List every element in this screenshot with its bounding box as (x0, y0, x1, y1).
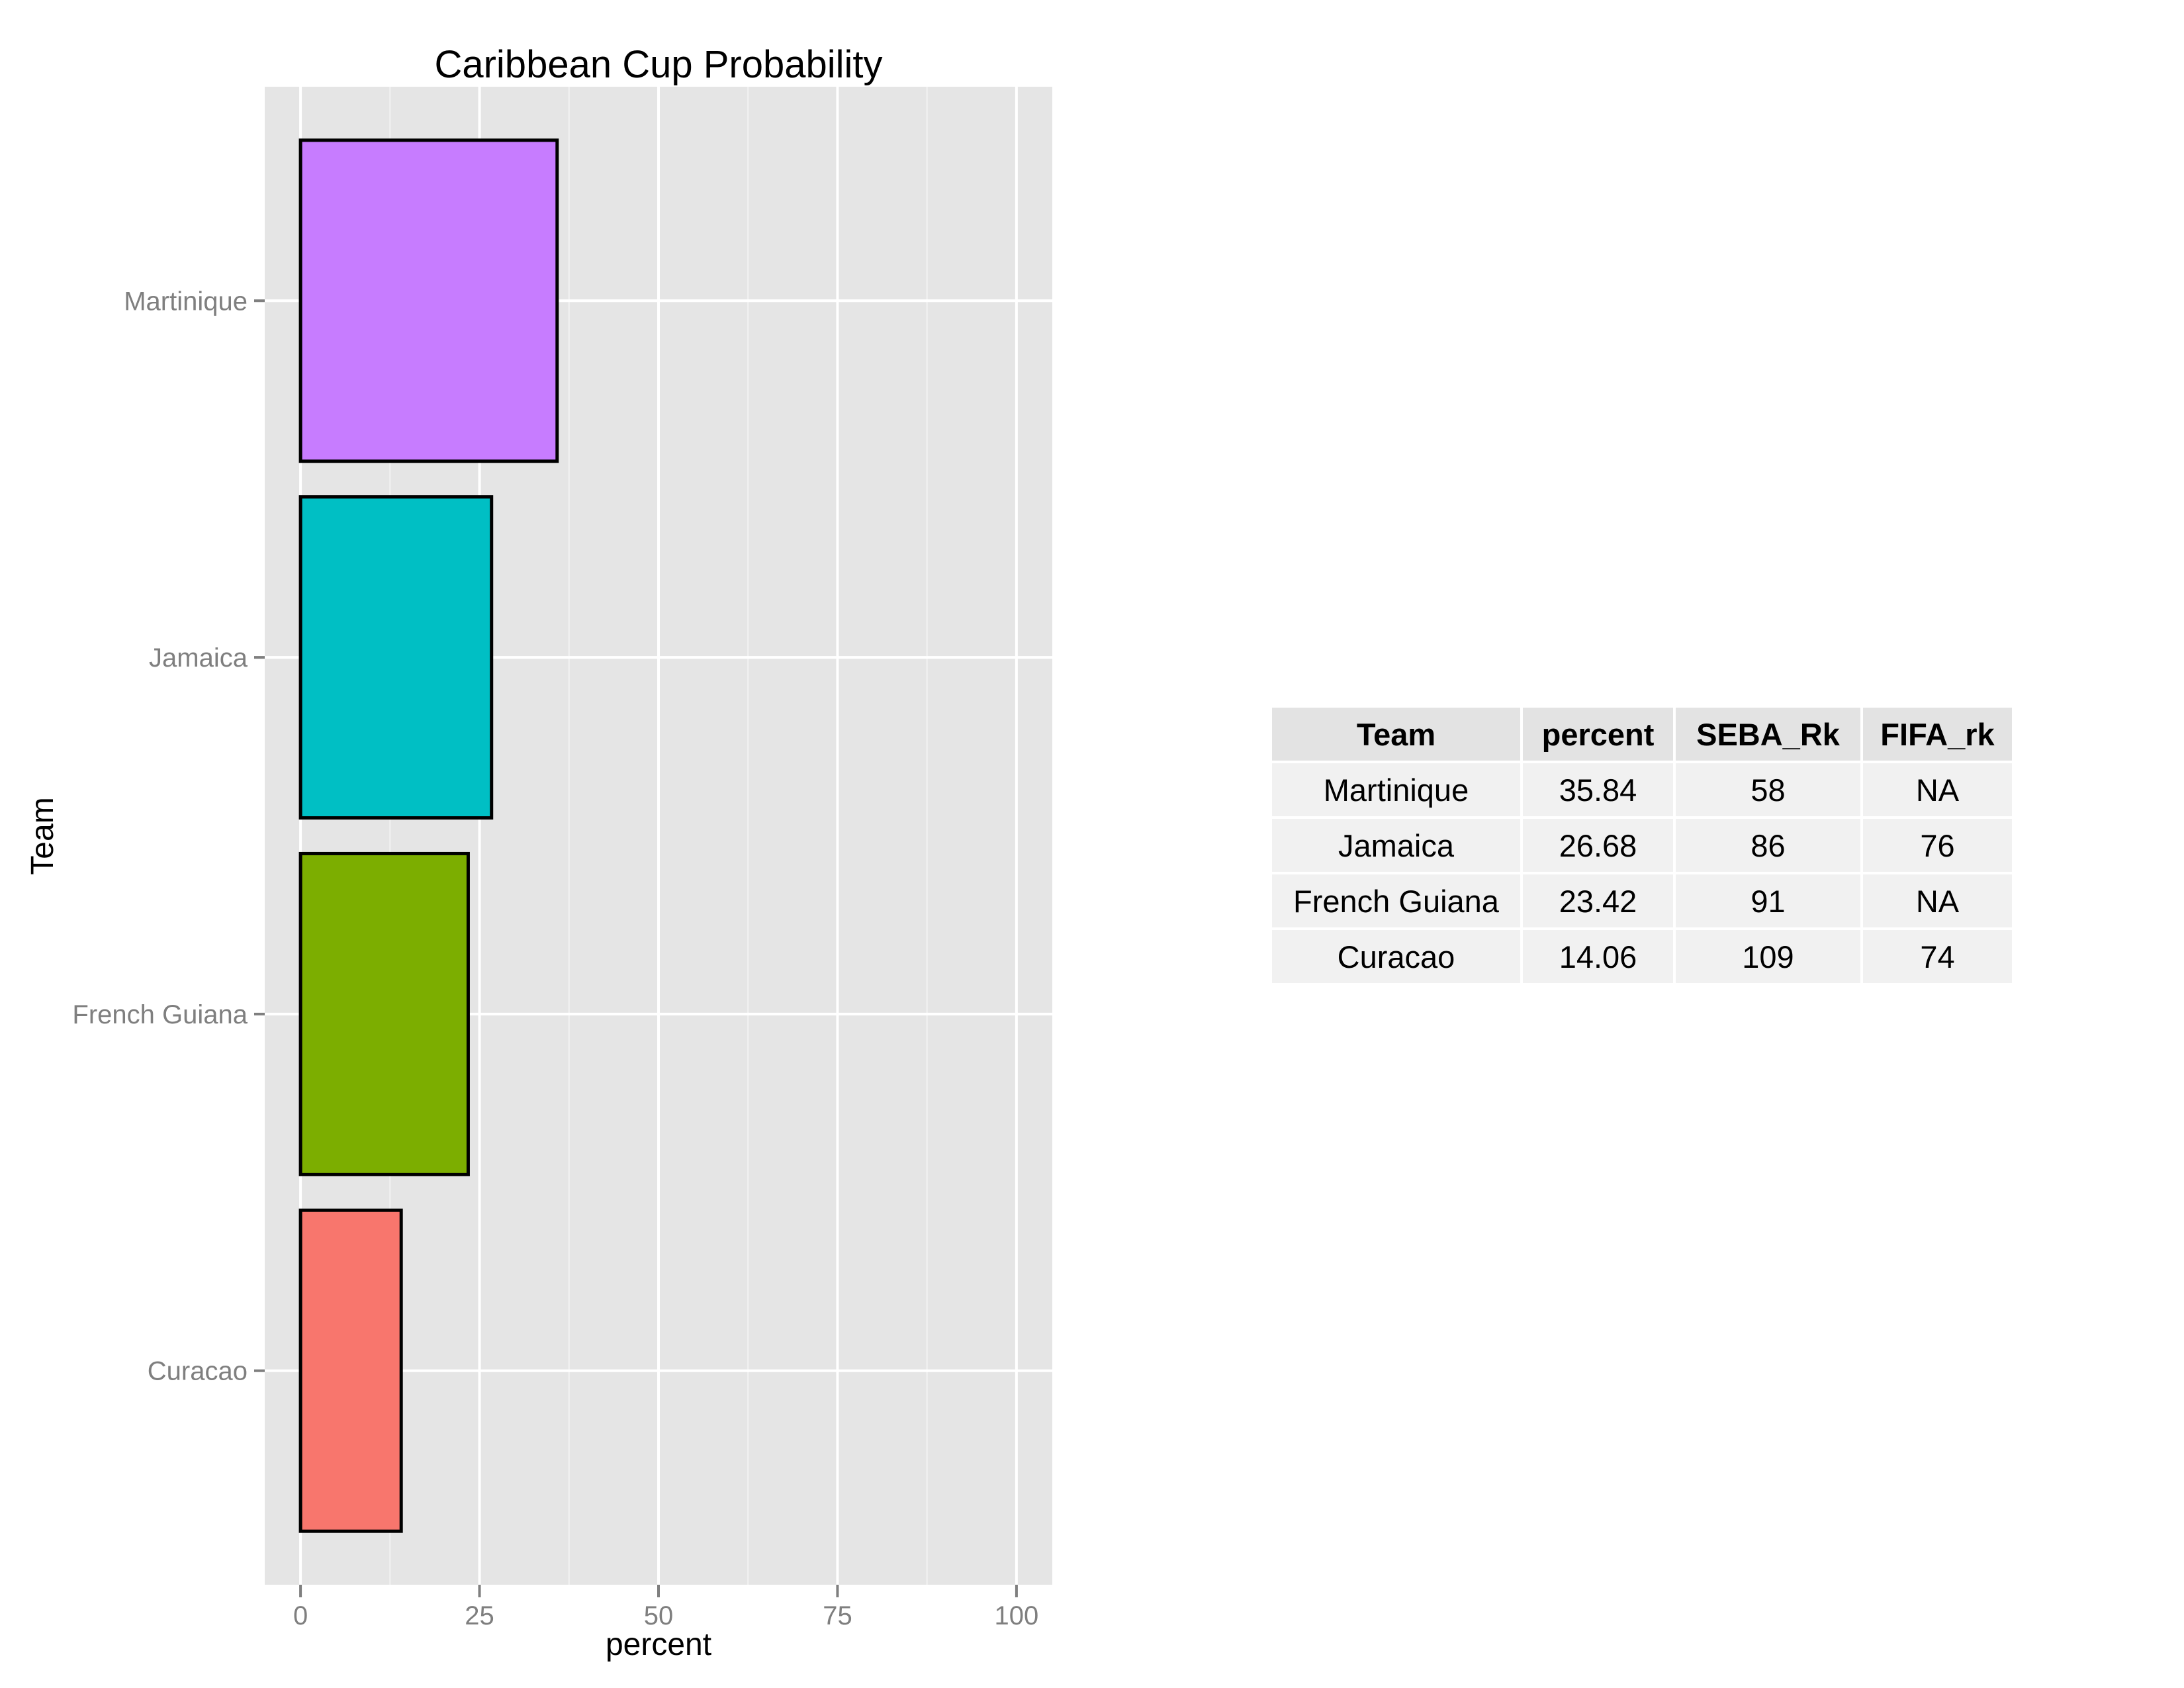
table-row: Curacao 14.06 109 74 (1272, 930, 2012, 983)
cell-percent: 23.42 (1523, 874, 1673, 927)
major-gridlines (265, 87, 1052, 1585)
column-header-seba-rk: SEBA_Rk (1676, 708, 1860, 761)
y-tick-label: French Guiana (72, 1000, 248, 1029)
bars (298, 138, 559, 1533)
cell-team: French Guiana (1272, 874, 1520, 927)
x-tick-label: 25 (465, 1601, 494, 1630)
chart-title: Caribbean Cup Probability (434, 43, 882, 86)
cell-seba-rk: 58 (1676, 763, 1860, 816)
bar-jamaica (298, 495, 494, 820)
cell-percent: 35.84 (1523, 763, 1673, 816)
y-tick-label: Curacao (148, 1357, 248, 1386)
cell-team: Curacao (1272, 930, 1520, 983)
cell-percent: 26.68 (1523, 819, 1673, 872)
x-tick-label: 100 (995, 1601, 1039, 1630)
x-tick-label: 0 (293, 1601, 308, 1630)
column-header-fifa-rk: FIFA_rk (1863, 708, 2012, 761)
bar-curacao (298, 1208, 403, 1533)
y-tick-label: Jamaica (149, 643, 248, 673)
y-axis: Curacao French Guiana Jamaica Martinique (72, 287, 265, 1386)
bar-martinique (298, 138, 559, 463)
column-header-team: Team (1272, 708, 1520, 761)
x-axis-title: percent (606, 1627, 711, 1662)
column-header-percent: percent (1523, 708, 1673, 761)
cell-seba-rk: 86 (1676, 819, 1860, 872)
table-row: Jamaica 26.68 86 76 (1272, 819, 2012, 872)
cell-fifa-rk: NA (1863, 874, 2012, 927)
table-row: Martinique 35.84 58 NA (1272, 763, 2012, 816)
x-tick-label: 75 (823, 1601, 852, 1630)
cell-team: Martinique (1272, 763, 1520, 816)
x-tick-label: 50 (644, 1601, 674, 1630)
y-axis-title: Team (25, 797, 60, 874)
bar-chart: Caribbean Cup Probability Curacao French … (25, 43, 1052, 1662)
cell-fifa-rk: 76 (1863, 819, 2012, 872)
cell-percent: 14.06 (1523, 930, 1673, 983)
cell-fifa-rk: 74 (1863, 930, 2012, 983)
table-row: French Guiana 23.42 91 NA (1272, 874, 2012, 927)
cell-fifa-rk: NA (1863, 763, 2012, 816)
cell-seba-rk: 109 (1676, 930, 1860, 983)
bar-french-guiana (298, 851, 470, 1176)
y-tick-label: Martinique (124, 287, 248, 316)
stats-table: Team percent SEBA_Rk FIFA_rk Martinique … (1269, 705, 2015, 986)
table-header-row: Team percent SEBA_Rk FIFA_rk (1272, 708, 2012, 761)
cell-team: Jamaica (1272, 819, 1520, 872)
x-axis: 0 25 50 75 100 (293, 1585, 1038, 1630)
cell-seba-rk: 91 (1676, 874, 1860, 927)
